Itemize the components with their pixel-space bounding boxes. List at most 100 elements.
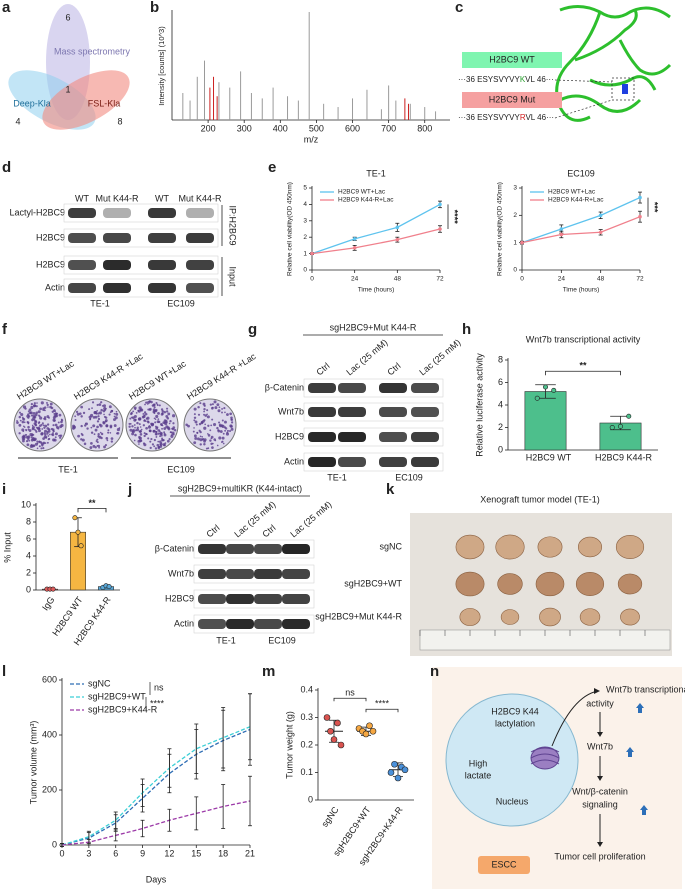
colony — [226, 429, 229, 432]
colony — [41, 422, 44, 425]
colony — [84, 424, 87, 427]
colony — [155, 426, 159, 430]
band — [338, 383, 366, 393]
band — [148, 283, 176, 293]
colony — [109, 432, 112, 434]
colony — [18, 423, 22, 427]
colony — [22, 434, 26, 438]
row-label: Actin — [174, 618, 194, 628]
point — [352, 246, 357, 250]
colony — [25, 429, 28, 432]
xenograft-title: Xenograft tumor model (TE-1) — [480, 494, 600, 504]
colony — [163, 432, 166, 435]
colony — [142, 442, 146, 445]
colony — [147, 408, 150, 411]
x-axis-label: Time (hours) — [358, 287, 395, 294]
row-label: H2BC9 — [36, 232, 65, 242]
panel-label: m — [262, 663, 275, 680]
group-label: EC109 — [167, 464, 195, 474]
colony — [28, 408, 32, 412]
blot-frame — [63, 255, 219, 275]
colony — [113, 415, 116, 418]
row-label: Actin — [284, 456, 304, 466]
colony — [37, 410, 41, 414]
section-label: Input — [228, 266, 238, 287]
series-line — [521, 216, 641, 244]
colony — [230, 427, 234, 431]
colony — [115, 410, 118, 413]
colony — [222, 442, 225, 445]
colony — [99, 431, 102, 434]
colony — [130, 412, 133, 416]
colony — [41, 428, 44, 430]
colony — [134, 433, 137, 437]
colony — [52, 416, 56, 420]
wt-label: H2BC9 WT — [489, 54, 535, 64]
band — [282, 594, 310, 604]
colony — [110, 440, 114, 443]
colony — [103, 445, 106, 449]
label-box — [462, 92, 562, 108]
sig-label: **** — [450, 210, 460, 225]
tumor — [455, 571, 485, 597]
colony — [19, 419, 22, 422]
colony — [133, 424, 136, 426]
colony — [18, 432, 21, 435]
colony — [154, 421, 157, 424]
colony — [144, 403, 146, 406]
colony — [163, 427, 167, 430]
band — [103, 283, 131, 293]
colony — [194, 436, 198, 440]
step: Wnt/β-catenin — [572, 786, 628, 796]
x-tick-label: 6 — [113, 848, 118, 858]
chart-title: Wnt7b transcriptional activity — [526, 334, 641, 344]
colony — [58, 435, 60, 437]
panel-label: n — [430, 663, 439, 680]
colony — [203, 407, 206, 411]
panel-label: d — [2, 159, 11, 176]
colony — [203, 438, 207, 442]
tumor — [575, 572, 605, 596]
colony — [159, 440, 162, 444]
point — [598, 213, 603, 218]
colony — [158, 404, 161, 407]
colony — [30, 403, 34, 406]
band — [68, 283, 96, 293]
colony — [80, 424, 83, 428]
colony — [134, 418, 137, 422]
blot-header: sgH2BC9+Mut K44-R — [330, 322, 417, 332]
colony — [100, 408, 103, 412]
colony — [43, 426, 46, 429]
colony — [216, 426, 219, 430]
colony — [91, 401, 95, 404]
y-tick-label: 1 — [513, 239, 517, 246]
point — [50, 586, 56, 592]
colony — [194, 420, 198, 424]
colony — [51, 433, 55, 437]
colony — [209, 429, 212, 432]
point — [395, 237, 400, 242]
step: Tumor cell proliferation — [554, 851, 645, 861]
colony — [91, 407, 93, 410]
colony — [82, 411, 86, 415]
point — [369, 727, 377, 735]
colony — [118, 427, 121, 429]
colony — [159, 432, 163, 436]
y-tick-label: 0 — [52, 839, 57, 849]
colony — [142, 412, 145, 415]
colony — [43, 416, 47, 419]
panel-label: e — [268, 159, 276, 176]
y-tick-label: 4 — [303, 201, 307, 208]
y-tick-label: 0.3 — [300, 712, 313, 722]
band — [148, 233, 176, 243]
colony — [22, 430, 25, 433]
mut-label: H2BC9 Mut — [489, 94, 536, 104]
group-label: EC109 — [268, 635, 296, 645]
colony — [59, 436, 62, 439]
colony — [209, 439, 212, 442]
x-tick-label: 200 — [201, 123, 216, 133]
colony — [104, 416, 108, 419]
x-tick-label: H2BC9 K44-R — [595, 452, 653, 462]
protein-structure — [555, 5, 672, 122]
sig-label: **** — [150, 698, 165, 708]
